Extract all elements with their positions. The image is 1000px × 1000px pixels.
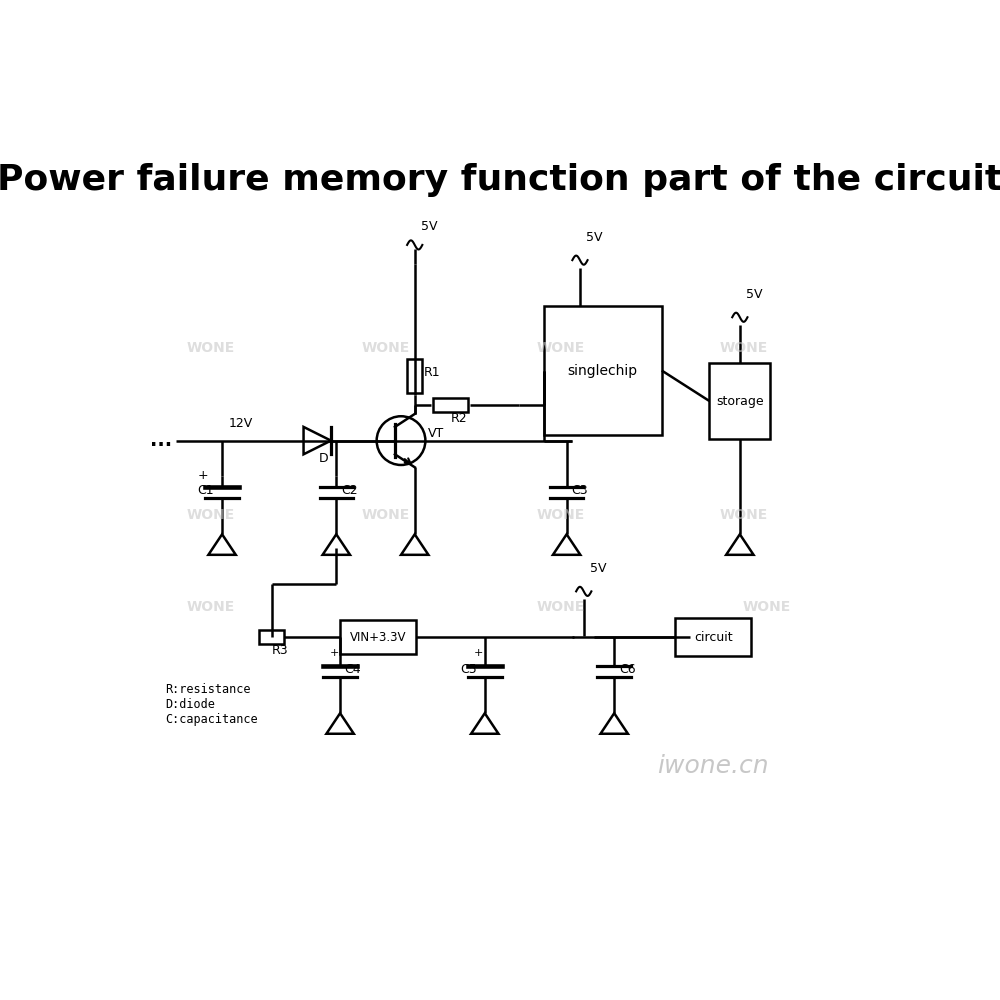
Bar [340, 620, 416, 654]
Text: WONE: WONE [187, 600, 235, 614]
Text: WONE: WONE [720, 508, 768, 522]
Text: R2: R2 [451, 412, 467, 425]
Text: C4: C4 [345, 663, 361, 676]
Text: WONE: WONE [720, 341, 768, 355]
Text: WONE: WONE [187, 341, 235, 355]
Bar [709, 363, 770, 439]
Text: circuit: circuit [694, 631, 733, 644]
Text: C2: C2 [341, 484, 357, 497]
Text: C6: C6 [619, 663, 635, 676]
Text: singlechip: singlechip [568, 364, 638, 378]
Text: storage: storage [716, 395, 764, 408]
Text: WONE: WONE [742, 600, 791, 614]
Bar [433, 398, 468, 412]
Text: +: + [198, 469, 208, 482]
Text: VT: VT [428, 427, 444, 440]
Text: +: + [329, 648, 339, 658]
Text: C1: C1 [198, 484, 214, 497]
Bar [675, 618, 751, 656]
Text: C5: C5 [460, 663, 477, 676]
Text: R3: R3 [272, 644, 288, 657]
Text: Power failure memory function part of the circuit: Power failure memory function part of th… [0, 163, 1000, 197]
Bar [407, 359, 422, 393]
Text: +: + [474, 648, 483, 658]
Text: VIN+3.3V: VIN+3.3V [350, 631, 406, 644]
Text: C3: C3 [571, 484, 588, 497]
Text: 5V: 5V [586, 231, 603, 244]
Text: D: D [319, 452, 328, 465]
Bar [544, 306, 662, 435]
Text: WONE: WONE [362, 341, 410, 355]
Text: R:resistance
D:diode
C:capacitance: R:resistance D:diode C:capacitance [165, 683, 258, 726]
Text: WONE: WONE [537, 341, 585, 355]
Text: ...: ... [150, 431, 172, 450]
Text: WONE: WONE [537, 600, 585, 614]
Text: WONE: WONE [187, 508, 235, 522]
Text: 12V: 12V [228, 417, 252, 430]
Text: iwone.cn: iwone.cn [657, 754, 769, 778]
Text: 5V: 5V [590, 562, 606, 575]
Text: 5V: 5V [746, 288, 762, 301]
Text: WONE: WONE [362, 508, 410, 522]
Text: R1: R1 [424, 366, 440, 379]
Text: WONE: WONE [537, 508, 585, 522]
Text: 5V: 5V [421, 220, 437, 233]
Bar [259, 630, 284, 644]
